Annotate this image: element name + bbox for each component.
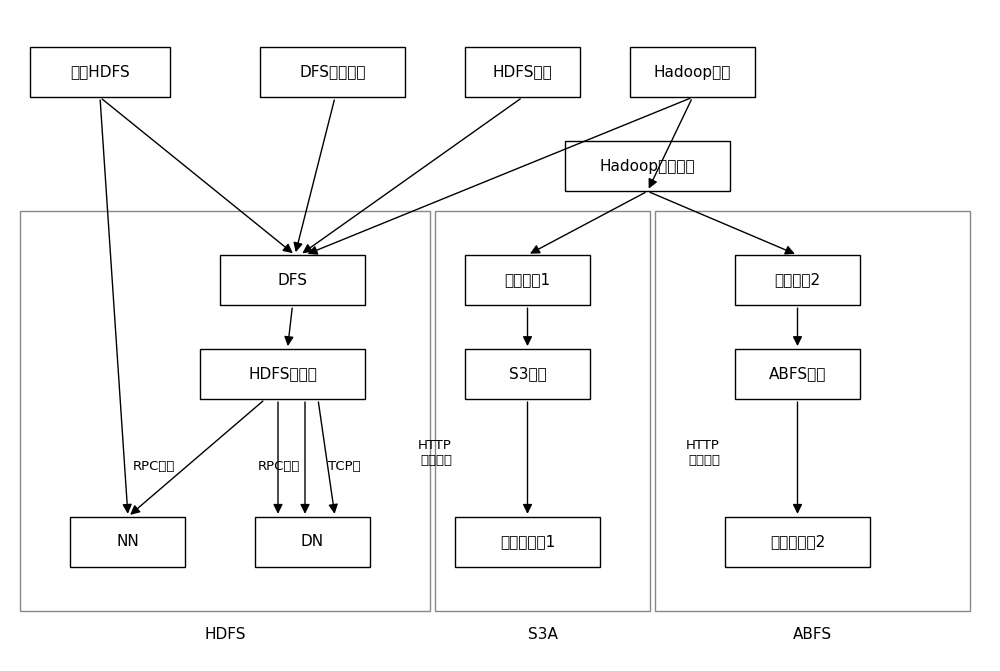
Bar [255, 517, 370, 567]
Text: HTTP
请求消息: HTTP 请求消息 [418, 439, 452, 467]
Text: 文件系统1: 文件系统1 [504, 272, 551, 288]
Text: HTTP
请求消息: HTTP 请求消息 [686, 439, 720, 467]
Text: S3A: S3A [528, 627, 557, 641]
Text: ABFS接口: ABFS接口 [769, 366, 826, 382]
Text: Hadoop应用: Hadoop应用 [654, 64, 731, 80]
Bar [725, 517, 870, 567]
Bar [465, 349, 590, 399]
Bar [465, 47, 580, 97]
Text: 文件系统2: 文件系统2 [774, 272, 821, 288]
Bar [655, 211, 970, 611]
Bar [220, 255, 365, 305]
Bar [435, 211, 650, 611]
Text: TCP流: TCP流 [328, 460, 361, 473]
Bar [455, 517, 600, 567]
Text: 网络HDFS: 网络HDFS [70, 64, 130, 80]
Bar [260, 47, 405, 97]
Text: HDFS工具: HDFS工具 [493, 64, 552, 80]
Text: RPC消息: RPC消息 [133, 460, 175, 473]
Bar [20, 211, 430, 611]
Bar [630, 47, 755, 97]
Bar [565, 141, 730, 191]
Text: S3接口: S3接口 [509, 366, 546, 382]
Text: DN: DN [301, 534, 324, 550]
Text: DFS管理命令: DFS管理命令 [299, 64, 366, 80]
Bar [30, 47, 170, 97]
Text: ABFS: ABFS [793, 627, 832, 641]
Bar [735, 255, 860, 305]
Text: 云存储系统1: 云存储系统1 [500, 534, 555, 550]
Text: 云存储系统2: 云存储系统2 [770, 534, 825, 550]
Bar [465, 255, 590, 305]
Text: NN: NN [116, 534, 139, 550]
Text: RPC消息: RPC消息 [258, 460, 300, 473]
Bar [70, 517, 185, 567]
Bar [200, 349, 365, 399]
Text: Hadoop文件系统: Hadoop文件系统 [600, 158, 695, 174]
Bar [735, 349, 860, 399]
Text: HDFS: HDFS [204, 627, 246, 641]
Text: DFS: DFS [278, 272, 308, 288]
Text: HDFS客户端: HDFS客户端 [248, 366, 317, 382]
